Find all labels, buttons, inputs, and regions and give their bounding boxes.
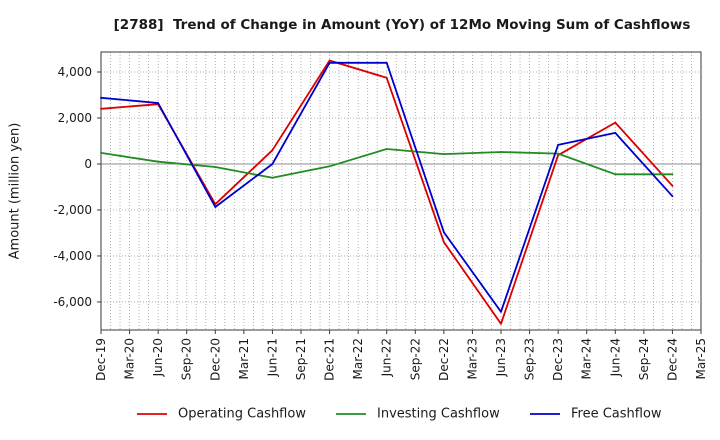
x-tick-label: Sep-21: [294, 338, 308, 380]
data-point-free-cashflow: [100, 96, 102, 99]
x-tick-label: Sep-22: [408, 338, 422, 380]
x-tick-label: Dec-20: [208, 338, 222, 381]
x-tick-label: Mar-25: [694, 338, 708, 379]
data-point-investing-cashflow: [500, 151, 502, 153]
x-axis: Dec-19 Mar-20 Jun-20 Sep-20 Dec-20 Mar-21 Jun-…: [94, 330, 708, 381]
data-point-operating-cashflow: [614, 121, 617, 124]
y-tick-label: 4,000: [58, 65, 92, 79]
data-point-free-cashflow: [271, 163, 274, 165]
x-tick-label: Dec-19: [94, 338, 108, 381]
data-point-free-cashflow: [557, 144, 559, 146]
x-tick-label: Mar-22: [351, 338, 365, 379]
data-point-operating-cashflow: [328, 59, 331, 62]
data-point-free-cashflow: [157, 102, 160, 104]
x-tick-label: Sep-20: [180, 338, 194, 380]
x-tick-label: Jun-22: [380, 338, 394, 377]
x-tick-label: Jun-23: [494, 338, 508, 377]
data-point-operating-cashflow: [500, 322, 502, 325]
x-tick-label: Mar-20: [123, 338, 137, 379]
legend-item-operating-cashflow: Operating Cashflow: [137, 407, 306, 422]
legend-label: Investing Cashflow: [377, 407, 500, 422]
y-tick-label: 2,000: [58, 111, 92, 125]
legend-label: Free Cashflow: [571, 407, 662, 422]
data-point-investing-cashflow: [100, 152, 102, 154]
x-tick-label: Dec-22: [437, 338, 451, 381]
data-point-free-cashflow: [328, 61, 331, 64]
data-point-investing-cashflow: [557, 152, 559, 155]
legend-label: Operating Cashflow: [178, 407, 306, 422]
data-point-free-cashflow: [385, 61, 388, 64]
legend: Operating Cashflow Investing Cashflow Free…: [137, 407, 662, 422]
data-point-operating-cashflow: [671, 184, 674, 187]
legend-item-free-cashflow: Free Cashflow: [530, 407, 662, 422]
series-lines: [100, 59, 674, 325]
y-axis-label: Amount (million yen): [8, 123, 23, 260]
x-tick-label: Jun-21: [265, 338, 279, 377]
data-point-investing-cashflow: [671, 173, 674, 176]
data-point-investing-cashflow: [443, 153, 445, 156]
x-tick-label: Jun-20: [151, 338, 165, 377]
data-point-investing-cashflow: [157, 160, 160, 163]
data-point-operating-cashflow: [557, 154, 559, 157]
plot-frame-group: [100, 51, 702, 331]
x-tick-label: Mar-21: [237, 338, 251, 379]
data-point-free-cashflow: [500, 310, 502, 313]
data-point-operating-cashflow: [100, 107, 102, 110]
x-tick-label: Jun-24: [608, 338, 622, 377]
y-axis: 4,000 2,000 0 -2,000 -4,000 -6,000: [53, 65, 101, 309]
data-point-operating-cashflow: [271, 149, 274, 152]
x-tick-label: Mar-24: [580, 338, 594, 379]
data-point-investing-cashflow: [214, 166, 217, 168]
data-point-operating-cashflow: [385, 76, 388, 79]
y-tick-label: -2,000: [53, 203, 92, 217]
x-tick-label: Dec-21: [323, 338, 337, 381]
data-point-investing-cashflow: [614, 173, 617, 176]
data-point-free-cashflow: [671, 195, 674, 198]
legend-item-investing-cashflow: Investing Cashflow: [336, 407, 500, 422]
data-point-free-cashflow: [614, 132, 617, 134]
x-tick-label: Sep-23: [523, 338, 537, 380]
data-point-investing-cashflow: [328, 165, 331, 168]
data-point-investing-cashflow: [385, 148, 388, 150]
data-point-free-cashflow: [443, 231, 445, 234]
chart-title: [2788] Trend of Change in Amount (YoY) o…: [114, 17, 691, 33]
x-tick-label: Dec-23: [551, 338, 565, 381]
plot-frame: [100, 51, 702, 331]
y-tick-label: 0: [84, 157, 92, 171]
y-tick-label: -4,000: [53, 249, 92, 263]
x-tick-label: Mar-23: [465, 338, 479, 379]
data-point-free-cashflow: [214, 206, 217, 208]
y-tick-label: -6,000: [53, 295, 92, 309]
data-point-operating-cashflow: [443, 241, 445, 244]
x-tick-label: Sep-24: [637, 338, 651, 380]
data-point-investing-cashflow: [271, 176, 274, 179]
series-line-operating-cashflow: [100, 59, 674, 325]
x-tick-label: Dec-24: [665, 338, 679, 381]
grid-lines: [101, 52, 701, 330]
